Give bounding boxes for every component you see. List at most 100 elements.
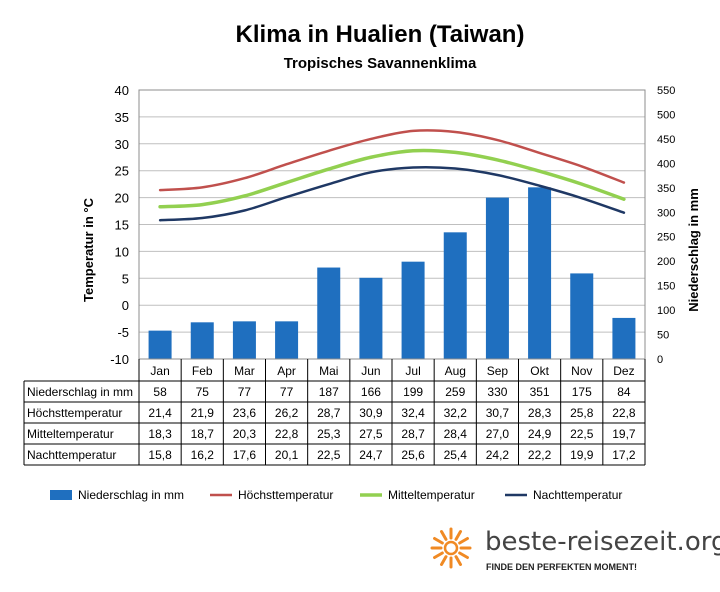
temperature-line (158, 148, 626, 209)
precipitation-bar (232, 321, 256, 359)
table-cell: 20,1 (275, 448, 299, 462)
x-tick-label: Sep (487, 364, 509, 378)
precipitation-bar (528, 187, 552, 359)
x-tick-label: Dez (613, 364, 634, 378)
x-tick-label: Feb (192, 364, 213, 378)
table-cell: 22,8 (275, 427, 299, 441)
sun-ray (440, 555, 448, 566)
y-left-tick-label: 5 (122, 271, 129, 286)
y-left-tick-label: 30 (115, 137, 129, 152)
table-cell: 199 (403, 385, 423, 399)
table-cell: 28,7 (401, 427, 425, 441)
x-tick-label: Jan (150, 364, 169, 378)
x-tick-label: Mai (319, 364, 338, 378)
y-right-tick-label: 350 (657, 183, 675, 195)
y-left-tick-label: -10 (110, 352, 129, 367)
y-axis-left-label: Temperatur in °C (81, 197, 96, 302)
table-cell: 32,4 (401, 406, 425, 420)
y-left-tick-label: 10 (115, 244, 129, 259)
table-cell: 21,4 (148, 406, 172, 420)
table-cell: 20,3 (233, 427, 257, 441)
precipitation-bar (190, 322, 214, 359)
table-cell: 28,7 (317, 406, 341, 420)
y-right-tick-label: 200 (657, 256, 675, 268)
data-table: Jan Feb Mar Apr Mai Jun Jul Aug Sep Okt Nov Dez Nied… (23, 359, 646, 466)
x-tick-label: Apr (277, 364, 296, 378)
precipitation-bar (148, 330, 172, 359)
y-left-tick-label: 20 (115, 191, 129, 206)
table-cell: 18,7 (191, 427, 215, 441)
table-cell: 27,5 (359, 427, 383, 441)
table-cell: 351 (530, 385, 550, 399)
y-right-tick-label: 50 (657, 330, 669, 342)
axes: -10-505101520253035400501001502002503003… (110, 83, 675, 367)
precipitation-bars (148, 187, 636, 359)
table-cell: 259 (445, 385, 465, 399)
table-cell: 77 (238, 385, 252, 399)
y-left-tick-label: 40 (115, 83, 129, 98)
table-cell: 22,2 (528, 448, 552, 462)
precipitation-bar (485, 197, 509, 359)
table-cell: 22,8 (612, 406, 636, 420)
y-left-tick-label: -5 (117, 325, 129, 340)
legend-label: Mitteltemperatur (388, 488, 475, 502)
y-right-tick-label: 0 (657, 354, 663, 366)
legend-label: Höchsttemperatur (238, 488, 333, 502)
table-cell: 25,3 (317, 427, 341, 441)
precipitation-bar (359, 277, 383, 359)
y-right-tick-label: 500 (657, 109, 675, 121)
temperature-line (158, 129, 626, 192)
table-cell: 22,5 (570, 427, 594, 441)
table-cell: 21,9 (191, 406, 215, 420)
sun-ray (458, 537, 469, 545)
precipitation-bar (612, 317, 636, 359)
x-tick-label: Aug (445, 364, 466, 378)
precipitation-bar (443, 232, 467, 359)
table-cell: 26,2 (275, 406, 299, 420)
sun-icon (430, 527, 472, 569)
table-cell: 30,7 (486, 406, 510, 420)
sun-ray (433, 537, 444, 545)
x-tick-label: Okt (530, 364, 549, 378)
sun-ray (433, 551, 444, 559)
table-cell: 187 (319, 385, 339, 399)
sun-ray (454, 555, 462, 566)
table-row-label: Niederschlag in mm (27, 385, 133, 399)
y-axis-right-label: Niederschlag in mm (686, 188, 701, 312)
table-cell: 19,9 (570, 448, 594, 462)
grid-lines (139, 89, 645, 360)
precipitation-bar (401, 261, 425, 359)
legend-label: Nachttemperatur (533, 488, 622, 502)
y-right-tick-label: 100 (657, 305, 675, 317)
table-cell: 166 (361, 385, 381, 399)
table-cell: 25,8 (570, 406, 594, 420)
table-row-label: Höchsttemperatur (27, 406, 122, 420)
precipitation-bar (570, 273, 594, 359)
y-right-tick-label: 300 (657, 207, 675, 219)
y-right-tick-label: 250 (657, 232, 675, 244)
table-cell: 58 (153, 385, 167, 399)
sun-ray (458, 551, 469, 559)
table-cell: 330 (487, 385, 507, 399)
sun-core (443, 540, 459, 556)
site-name: beste-reisezeit.org (485, 527, 720, 557)
sun-ray (440, 530, 448, 541)
y-right-tick-label: 150 (657, 281, 675, 293)
y-left-tick-label: 0 (122, 298, 129, 313)
x-tick-label: Nov (571, 364, 592, 378)
table-cell: 22,5 (317, 448, 341, 462)
table-cell: 28,3 (528, 406, 552, 420)
legend: Niederschlag in mm Höchsttemperatur Mittel… (50, 488, 622, 502)
y-right-tick-label: 550 (657, 85, 675, 97)
temperature-line (158, 165, 626, 222)
y-left-tick-label: 15 (115, 218, 129, 233)
x-tick-label: Jul (405, 364, 420, 378)
table-cell: 84 (617, 385, 631, 399)
table-cell: 16,2 (191, 448, 215, 462)
table-row-label: Nachttemperatur (27, 448, 116, 462)
table-cell: 27,0 (486, 427, 510, 441)
table-cell: 25,4 (444, 448, 468, 462)
table-cell: 75 (196, 385, 210, 399)
precipitation-bar (317, 267, 341, 359)
temperature-lines (158, 129, 626, 222)
